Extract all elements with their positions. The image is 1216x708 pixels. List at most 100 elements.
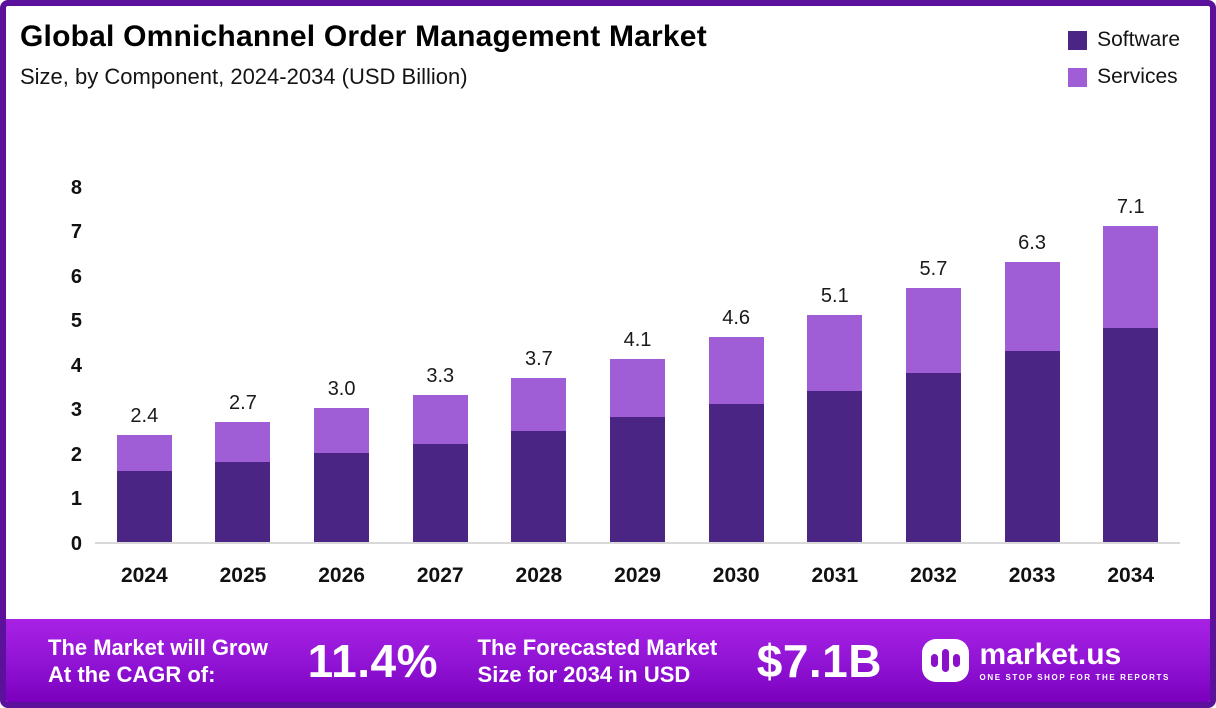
x-axis-year-label: 2031 (811, 564, 859, 587)
bar-column: 5.7 (884, 188, 983, 542)
x-axis-year-label: 2024 (120, 564, 168, 587)
services-segment (610, 359, 666, 417)
software-segment (116, 471, 172, 542)
software-segment (708, 404, 764, 542)
stacked-bar (807, 315, 863, 542)
y-axis-tick-label: 6 (70, 266, 82, 288)
software-segment (610, 417, 666, 542)
y-axis-tick-label: 7 (70, 221, 82, 243)
y-axis-tick-label: 4 (70, 355, 82, 377)
stacked-bar (1103, 226, 1159, 542)
stacked-bar (511, 378, 567, 542)
bar-total-label: 2.7 (229, 392, 257, 414)
services-segment (412, 395, 468, 444)
stacked-bar (1004, 262, 1060, 542)
services-segment (215, 422, 271, 462)
y-axis-tick-label: 3 (70, 399, 82, 421)
legend-swatch (1068, 67, 1088, 87)
bar-total-label: 3.7 (524, 348, 553, 370)
title-block: Global Omnichannel Order Management Mark… (20, 20, 707, 90)
stacked-bar (708, 337, 764, 542)
legend-item-services: Services (1068, 65, 1180, 89)
brand-tagline: ONE STOP SHOP FOR THE REPORTS (979, 672, 1170, 682)
bar-column: 4.1 (588, 188, 687, 542)
software-segment (1004, 351, 1060, 542)
bar-column: 3.0 (292, 188, 391, 542)
forecast-label-line1: The Forecasted Market (477, 634, 718, 660)
y-axis-tick-label: 1 (70, 488, 82, 510)
services-segment (1004, 262, 1060, 351)
bar-total-label: 4.1 (623, 329, 652, 351)
bar-column: 4.6 (687, 188, 786, 542)
x-axis-year-label: 2029 (614, 564, 661, 587)
services-segment (708, 337, 764, 404)
bar-total-label: 2.4 (130, 405, 159, 427)
stacked-bar (215, 422, 271, 542)
stacked-bar (116, 435, 172, 542)
footer-banner: The Market will Grow At the CAGR of: 11.… (6, 619, 1210, 702)
x-axis-year-label: 2027 (416, 564, 464, 587)
x-axis-year-label: 2028 (515, 564, 563, 587)
services-segment (807, 315, 863, 391)
x-axis-year-label: 2032 (910, 564, 957, 587)
chart-subtitle: Size, by Component, 2024-2034 (USD Billi… (20, 64, 468, 89)
services-segment (116, 435, 172, 471)
legend: Software Services (1068, 20, 1180, 90)
software-segment (1103, 328, 1159, 542)
services-segment (314, 408, 370, 453)
bar-total-label: 4.6 (722, 307, 751, 329)
legend-item-software: Software (1068, 28, 1180, 52)
x-axis-year-label: 2034 (1107, 564, 1155, 587)
bar-column: 7.1 (1081, 188, 1180, 542)
software-segment (511, 431, 567, 542)
y-axis-tick-label: 2 (70, 444, 82, 466)
bar-total-label: 3.0 (327, 378, 356, 400)
software-segment (412, 444, 468, 542)
cagr-label: The Market will Grow At the CAGR of: (48, 634, 268, 688)
forecast-label: The Forecasted Market Size for 2034 in U… (478, 634, 718, 688)
market-us-logo: market.us ONE STOP SHOP FOR THE REPORTS (921, 637, 1170, 682)
bar-column: 3.7 (490, 188, 589, 542)
forecast-value: $7.1B (756, 634, 882, 687)
brand-name: market.us (979, 637, 1122, 671)
services-segment (511, 378, 567, 431)
services-segment (905, 288, 961, 373)
bar-column: 2.7 (194, 188, 293, 542)
bar-total-label: 7.1 (1116, 196, 1145, 218)
services-segment (1103, 226, 1159, 328)
bar-total-label: 3.3 (426, 365, 455, 387)
x-axis-year-label: 2026 (318, 564, 365, 587)
y-axis-tick-label: 5 (70, 310, 82, 332)
x-axis-year-label: 2025 (219, 564, 267, 587)
chart-title: Global Omnichannel Order Management Mark… (20, 20, 707, 53)
bar-column: 3.3 (391, 188, 490, 542)
x-axis: 2024 2025 2026 2027 2028 2029 2030 2031 2032 2033… (95, 564, 1180, 588)
forecast-label-line2: Size for 2034 in USD (477, 661, 691, 687)
market-us-logo-icon (921, 639, 969, 682)
cagr-label-line2: At the CAGR of: (48, 661, 216, 687)
software-segment (314, 453, 370, 542)
stacked-bar (314, 408, 370, 542)
legend-label: Software (1097, 28, 1180, 51)
y-axis-tick-label: 0 (70, 533, 82, 555)
brand-text: market.us ONE STOP SHOP FOR THE REPORTS (979, 637, 1170, 682)
software-segment (215, 462, 271, 542)
legend-label: Services (1097, 65, 1178, 88)
bar-total-label: 6.3 (1018, 232, 1046, 254)
cagr-label-line1: The Market will Grow (48, 634, 269, 660)
software-segment (807, 391, 863, 542)
bar-column: 6.3 (983, 188, 1082, 542)
bar-total-label: 5.1 (820, 285, 849, 307)
x-axis-year-label: 2033 (1008, 564, 1056, 587)
plot-area: 2.4 2.7 3.0 3.3 3.7 4.1 4.6 5.1 5.7 6.3 7.1 (95, 188, 1180, 544)
stacked-bar (610, 359, 666, 542)
chart-header: Global Omnichannel Order Management Mark… (20, 20, 1180, 90)
x-axis-year-label: 2030 (712, 564, 760, 587)
stacked-bar (412, 395, 468, 542)
bar-total-label: 5.7 (919, 258, 948, 280)
stacked-bar (905, 288, 961, 542)
bar-column: 5.1 (785, 188, 884, 542)
bar-column: 2.4 (95, 188, 194, 542)
y-axis: 0 1 2 3 4 5 6 7 8 (48, 177, 82, 555)
